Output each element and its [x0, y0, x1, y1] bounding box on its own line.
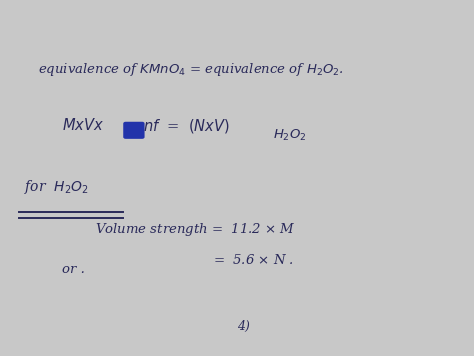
Text: 4): 4) [237, 320, 250, 334]
Text: or .: or . [62, 263, 84, 277]
Text: $H_2O_2$: $H_2O_2$ [273, 128, 306, 143]
Text: Volume strength =  11.2 $\times$ M: Volume strength = 11.2 $\times$ M [95, 221, 295, 238]
Text: $MxVx$: $MxVx$ [62, 117, 104, 134]
Text: $nf$  =  $(NxV)$: $nf$ = $(NxV)$ [143, 117, 230, 136]
Text: equivalence of $KMnO_4$ = equivalence of $H_2O_2$.: equivalence of $KMnO_4$ = equivalence of… [38, 61, 344, 78]
Text: for  $H_2O_2$: for $H_2O_2$ [24, 178, 89, 196]
Text: =  5.6 $\times$ N .: = 5.6 $\times$ N . [213, 253, 294, 267]
FancyBboxPatch shape [123, 122, 145, 139]
